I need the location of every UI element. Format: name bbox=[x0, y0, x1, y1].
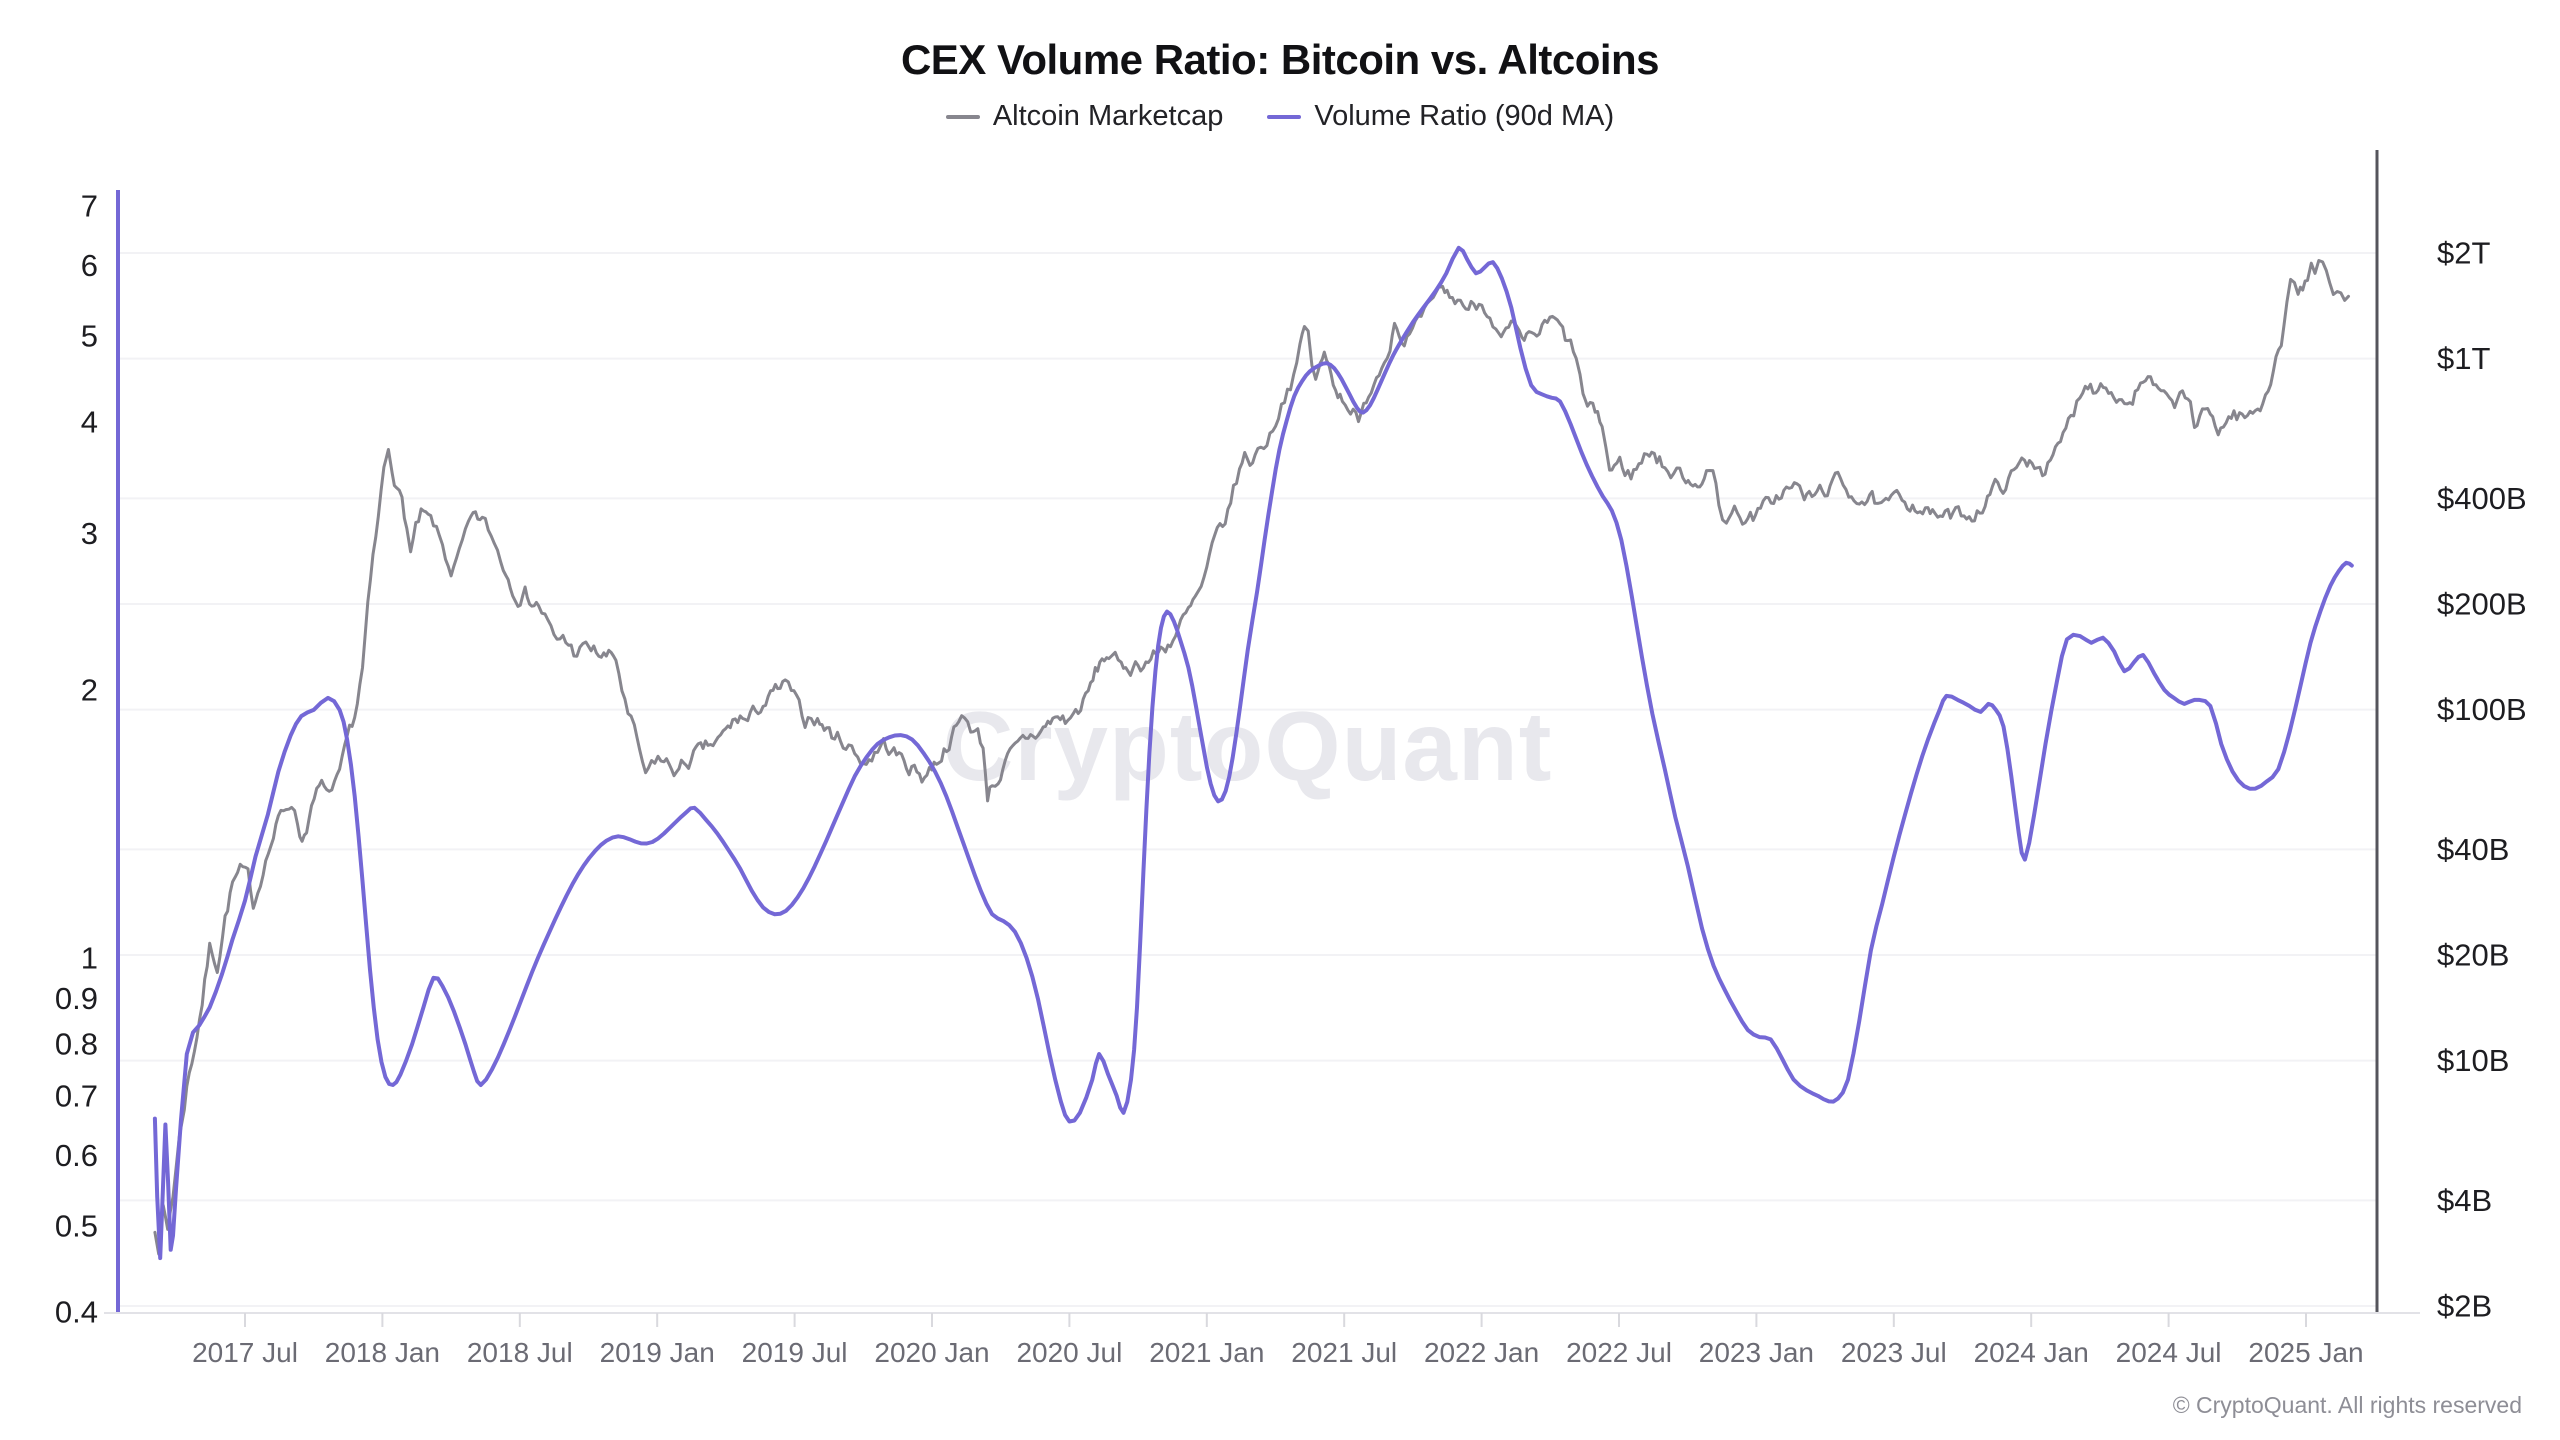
x-axis-tick-label: 2022 Jan bbox=[1424, 1337, 1539, 1368]
x-axis-tick-label: 2023 Jul bbox=[1841, 1337, 1947, 1368]
legend-item-volume-ratio[interactable]: Volume Ratio (90d MA) bbox=[1267, 100, 1614, 133]
x-axis-tick-label: 2019 Jul bbox=[742, 1337, 848, 1368]
left-axis-tick-label: 0.7 bbox=[55, 1078, 98, 1113]
legend-swatch-purple-icon bbox=[1267, 114, 1302, 119]
left-axis-tick-label: 0.4 bbox=[55, 1295, 98, 1330]
x-axis-tick-label: 2020 Jan bbox=[874, 1337, 989, 1368]
altcoin-marketcap-line[interactable] bbox=[153, 259, 2350, 1256]
volume-ratio-line[interactable] bbox=[152, 245, 2354, 1261]
x-axis-tick-label: 2023 Jan bbox=[1699, 1337, 1814, 1368]
right-axis-tick-label: $2T bbox=[2437, 236, 2490, 271]
x-axis-tick-label: 2018 Jan bbox=[325, 1337, 440, 1368]
left-axis-tick-label: 6 bbox=[81, 248, 98, 283]
right-axis-tick-label: $4B bbox=[2437, 1183, 2492, 1218]
legend-item-altcoin-marketcap[interactable]: Altcoin Marketcap bbox=[945, 100, 1224, 133]
left-axis-tick-label: 7 bbox=[81, 188, 98, 223]
left-axis-tick-label: 0.5 bbox=[55, 1208, 98, 1243]
chart-title: CEX Volume Ratio: Bitcoin vs. Altcoins bbox=[900, 36, 1660, 83]
right-axis-tick-label: $10B bbox=[2437, 1043, 2509, 1078]
right-axis-tick-label: $100B bbox=[2437, 692, 2527, 727]
right-axis-tick-label: $1T bbox=[2437, 341, 2490, 376]
x-axis-tick-label: 2024 Jan bbox=[1974, 1337, 2089, 1368]
left-axis-tick-label: 0.9 bbox=[55, 981, 98, 1016]
x-axis-tick-label: 2024 Jul bbox=[2116, 1337, 2222, 1368]
right-axis-tick-label: $20B bbox=[2437, 938, 2509, 973]
x-axis-tick-label: 2021 Jul bbox=[1291, 1337, 1397, 1368]
legend-swatch-gray-icon bbox=[945, 114, 980, 119]
legend-label: Altcoin Marketcap bbox=[992, 100, 1224, 132]
left-axis-tick-label: 0.8 bbox=[55, 1027, 98, 1062]
x-axis-tick-label: 2019 Jan bbox=[600, 1337, 715, 1368]
right-axis-tick-label: $400B bbox=[2437, 481, 2527, 516]
left-axis-tick-label: 4 bbox=[81, 405, 98, 440]
legend: Altcoin Marketcap Volume Ratio (90d MA) bbox=[0, 100, 2560, 133]
x-axis-tick-label: 2018 Jul bbox=[467, 1337, 573, 1368]
x-axis-tick-label: 2021 Jan bbox=[1149, 1337, 1264, 1368]
x-axis-tick-label: 2022 Jul bbox=[1566, 1337, 1672, 1368]
left-axis-tick-label: 3 bbox=[81, 516, 98, 551]
left-axis-tick-label: 0.6 bbox=[55, 1138, 98, 1173]
x-axis-tick-label: 2017 Jul bbox=[192, 1337, 298, 1368]
left-axis-tick-label: 1 bbox=[81, 941, 98, 976]
right-axis-tick-label: $40B bbox=[2437, 832, 2509, 867]
x-axis-tick-label: 2020 Jul bbox=[1016, 1337, 1122, 1368]
legend-label: Volume Ratio (90d MA) bbox=[1314, 100, 1615, 132]
left-axis-tick-label: 2 bbox=[81, 673, 98, 708]
right-axis-tick-label: $2B bbox=[2437, 1289, 2492, 1324]
copyright-text: © CryptoQuant. All rights reserved bbox=[2172, 1392, 2522, 1418]
right-axis-tick-label: $200B bbox=[2437, 587, 2527, 622]
left-axis-tick-label: 5 bbox=[81, 318, 98, 353]
x-axis-tick-label: 2025 Jan bbox=[2248, 1337, 2363, 1368]
